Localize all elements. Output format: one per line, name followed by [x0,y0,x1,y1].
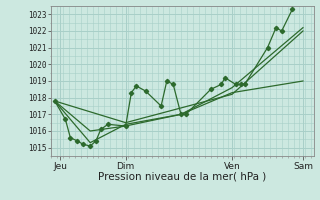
X-axis label: Pression niveau de la mer( hPa ): Pression niveau de la mer( hPa ) [98,172,267,182]
